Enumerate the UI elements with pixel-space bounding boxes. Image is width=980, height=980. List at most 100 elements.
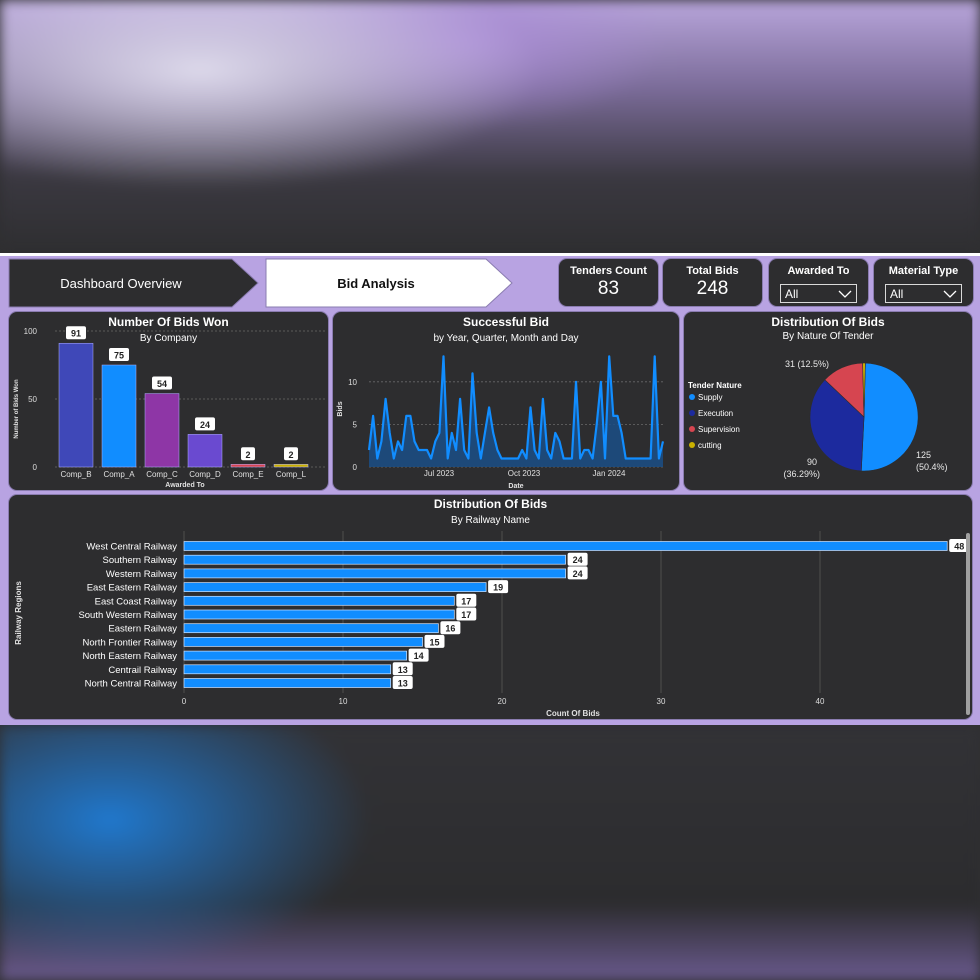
chart-title: Number Of Bids Won (108, 315, 229, 329)
chevron-down-icon (838, 290, 852, 298)
data-label-bg (66, 326, 86, 340)
y-tick-label: 50 (28, 395, 37, 404)
blurred-background-top (0, 0, 980, 255)
material-type-select[interactable]: All (885, 284, 962, 303)
y-axis-title: Number of Bids Won (14, 379, 20, 439)
bar-East Coast Railway (183, 595, 455, 606)
data-label: 24 (573, 569, 583, 579)
bar-Southern Railway (183, 554, 566, 565)
data-label: 16 (445, 624, 455, 634)
bids-won-chart: 0 50 100 91 Comp_B 75 Comp_A 54 Comp_C 24 Comp_D 2 C… (14, 326, 327, 489)
tenders-count-card: Tenders Count 83 (558, 258, 659, 307)
material-type-value: All (890, 287, 904, 301)
x-axis-title: Date (508, 483, 523, 490)
chart-subtitle: By Company (139, 333, 198, 344)
bids-won-panel: Number Of Bids Won By Company 0 50 100 91 Co… (8, 311, 329, 491)
successful-bid-chart: 0 5 10 Jul 2023 Oct 2023 Jan 2024 Date Bids (337, 355, 665, 490)
nav-tab-overview-shape (8, 258, 259, 308)
tenders-count-label: Tenders Count (570, 265, 647, 277)
pie-slice-Execution (809, 379, 865, 472)
data-label-bg (567, 566, 588, 580)
x-tick-label: Oct 2023 (508, 469, 541, 478)
tab-dashboard-overview[interactable]: Dashboard Overview (8, 258, 234, 308)
y-axis-title: Railway Regions (14, 581, 23, 645)
y-tick-label: West Central Railway (86, 542, 177, 553)
awarded-to-value: All (785, 287, 799, 301)
tab-bid-analysis[interactable]: Bid Analysis (265, 258, 487, 308)
bar-Comp_C (144, 393, 180, 468)
data-label: 17 (461, 610, 471, 620)
pie-label-value: 31 (12.5%) (785, 359, 829, 369)
chart-subtitle: by Year, Quarter, Month and Day (433, 333, 579, 344)
y-tick-label: Centrail Railway (108, 665, 177, 676)
data-label-bg (195, 417, 215, 431)
data-label-bg (152, 376, 172, 390)
pie-slice-cutting (862, 362, 866, 418)
awarded-to-label: Awarded To (787, 265, 850, 277)
scrollbar[interactable] (966, 533, 970, 715)
pie-label-value: 90 (807, 457, 817, 467)
total-bids-card: Total Bids 248 (662, 258, 763, 307)
y-tick-label: 0 (353, 463, 358, 472)
data-label-bg (488, 580, 509, 594)
y-tick-label: North Frontier Railway (83, 637, 178, 648)
y-axis-title: Bids (337, 401, 344, 416)
legend-label: Execution (698, 409, 733, 418)
x-axis-title: Awarded To (165, 482, 204, 489)
railway-panel: Distribution Of Bids By Railway Name 0 10… (8, 494, 973, 720)
x-tick-label: 20 (498, 697, 507, 706)
awarded-to-select[interactable]: All (780, 284, 857, 303)
pie-label-value: 125 (916, 450, 931, 460)
blurred-background-bottom (0, 725, 980, 980)
chart-title: Distribution Of Bids (771, 315, 885, 329)
successful-bid-panel: Successful Bid by Year, Quarter, Month a… (332, 311, 680, 491)
bar-Western Railway (183, 568, 566, 579)
x-tick-label: Jul 2023 (424, 469, 455, 478)
x-tick-label: Comp_D (189, 470, 221, 479)
y-tick-label: East Coast Railway (95, 596, 178, 607)
data-label: 54 (157, 379, 167, 389)
pie-label-pct: (36.29%) (783, 469, 820, 479)
y-tick-label: Eastern Railway (108, 624, 177, 635)
bar-Comp_E (230, 464, 266, 468)
x-tick-label: Comp_B (60, 470, 91, 479)
bar-South Western Railway (183, 609, 455, 620)
x-tick-label: Comp_E (232, 470, 263, 479)
chart-subtitle: By Railway Name (451, 515, 530, 526)
x-tick-label: Comp_A (103, 470, 135, 479)
chevron-down-icon (943, 290, 957, 298)
legend-label: Supervision (698, 425, 740, 434)
chart-title: Successful Bid (462, 315, 550, 329)
y-tick-label: North Eastern Railway (82, 651, 177, 662)
data-label-bg (440, 621, 461, 635)
pie-label-pct: (50.4%) (916, 462, 948, 472)
x-tick-label: 10 (339, 697, 348, 706)
data-label-bg (949, 539, 970, 552)
legend-title: Tender Nature (688, 381, 742, 390)
legend-marker (689, 394, 695, 400)
data-label: 2 (245, 450, 250, 460)
bar-North Central Railway (183, 678, 392, 688)
bar-East Eastern Railway (183, 582, 487, 592)
legend-marker (689, 426, 695, 432)
data-label-bg (408, 648, 429, 662)
y-tick-label: Western Railway (106, 569, 177, 580)
bar-Comp_L (273, 464, 309, 468)
pie-slice-Supply (860, 362, 919, 472)
data-label: 75 (114, 351, 124, 361)
material-type-label: Material Type (888, 265, 959, 277)
data-label: 15 (429, 637, 439, 647)
y-tick-label: 0 (33, 463, 38, 472)
tab-bid-analysis-label: Bid Analysis (337, 275, 415, 291)
x-tick-label: Comp_C (146, 470, 178, 479)
y-tick-label: Southern Railway (103, 555, 178, 566)
series-line (367, 355, 665, 460)
y-tick-label: 10 (348, 378, 357, 387)
data-label: 24 (200, 420, 210, 430)
y-tick-label: 100 (24, 327, 38, 336)
bar-North Frontier Railway (183, 637, 423, 647)
data-label-bg (392, 676, 413, 689)
data-label-bg (456, 593, 477, 607)
x-tick-label: Comp_L (276, 470, 307, 479)
nav-tab-active-shape (265, 258, 513, 308)
